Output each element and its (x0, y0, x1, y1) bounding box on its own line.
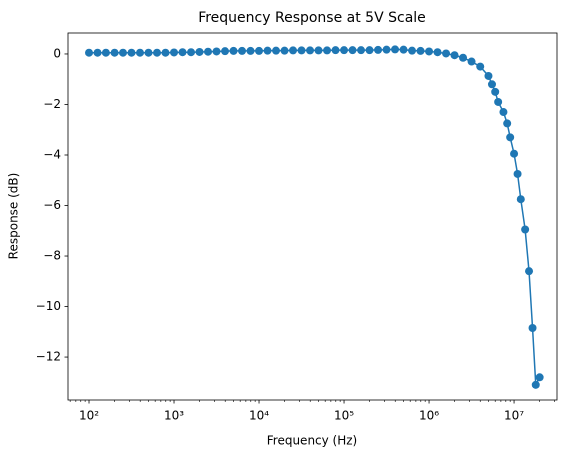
y-tick-label: −2 (43, 97, 61, 111)
marker (416, 46, 425, 55)
marker (348, 46, 357, 55)
y-tick-label: −12 (36, 350, 61, 364)
marker (272, 46, 281, 55)
marker (306, 46, 315, 55)
marker (93, 48, 102, 57)
y-tick-label: 0 (53, 46, 61, 60)
marker (442, 49, 451, 58)
marker (323, 46, 332, 55)
marker (289, 46, 298, 55)
marker (510, 149, 519, 158)
x-tick-label: 10⁶ (419, 409, 439, 423)
marker (314, 46, 323, 55)
y-tick-label: −4 (43, 147, 61, 161)
marker (399, 45, 408, 54)
x-tick-label: 10⁵ (334, 409, 354, 423)
marker (494, 97, 503, 106)
marker (212, 47, 221, 56)
marker (521, 225, 530, 234)
marker (118, 48, 127, 57)
marker (382, 45, 391, 54)
chart-title: Frequency Response at 5V Scale (198, 10, 426, 26)
marker (263, 46, 272, 55)
marker (255, 46, 264, 55)
marker (365, 46, 374, 55)
marker (187, 48, 196, 57)
marker (506, 133, 515, 142)
y-tick-label: −10 (36, 299, 61, 313)
marker (408, 46, 417, 55)
marker (484, 71, 493, 80)
marker (357, 46, 366, 55)
marker (238, 46, 247, 55)
marker (136, 48, 145, 57)
marker (161, 48, 170, 57)
y-tick-label: −6 (43, 198, 61, 212)
marker (528, 324, 537, 333)
marker (229, 46, 238, 55)
x-axis-label: Frequency (Hz) (267, 434, 358, 448)
x-tick-label: 10⁷ (504, 409, 524, 423)
marker (101, 48, 110, 57)
marker (487, 80, 496, 89)
marker (178, 48, 187, 57)
marker (531, 380, 540, 389)
marker (110, 48, 119, 57)
marker (513, 169, 522, 178)
marker (340, 46, 349, 55)
marker (476, 62, 485, 71)
marker (503, 119, 512, 128)
marker (535, 373, 544, 382)
line (89, 48, 541, 388)
marker (195, 47, 204, 56)
marker (246, 46, 255, 55)
marker (280, 46, 289, 55)
x-tick-label: 10⁴ (249, 409, 269, 423)
marker (204, 47, 213, 56)
marker (499, 108, 508, 117)
marker (331, 46, 340, 55)
y-tick-label: −8 (43, 249, 61, 263)
x-tick-label: 10³ (164, 409, 184, 423)
marker (85, 48, 94, 57)
marker (459, 53, 468, 62)
marker (516, 195, 525, 204)
marker (450, 51, 459, 60)
marker (297, 46, 306, 55)
plot-frame (67, 32, 558, 401)
marker (170, 48, 179, 57)
marker (491, 87, 500, 96)
marker (374, 45, 383, 54)
marker (425, 47, 434, 56)
marker (525, 267, 534, 276)
marker (221, 47, 230, 56)
marker (391, 45, 400, 54)
marker (467, 57, 476, 66)
marker (144, 48, 153, 57)
x-tick-label: 10² (79, 409, 99, 423)
marker (127, 48, 136, 57)
marker (153, 48, 162, 57)
y-axis-label: Response (dB) (7, 173, 21, 260)
marker (433, 48, 442, 57)
